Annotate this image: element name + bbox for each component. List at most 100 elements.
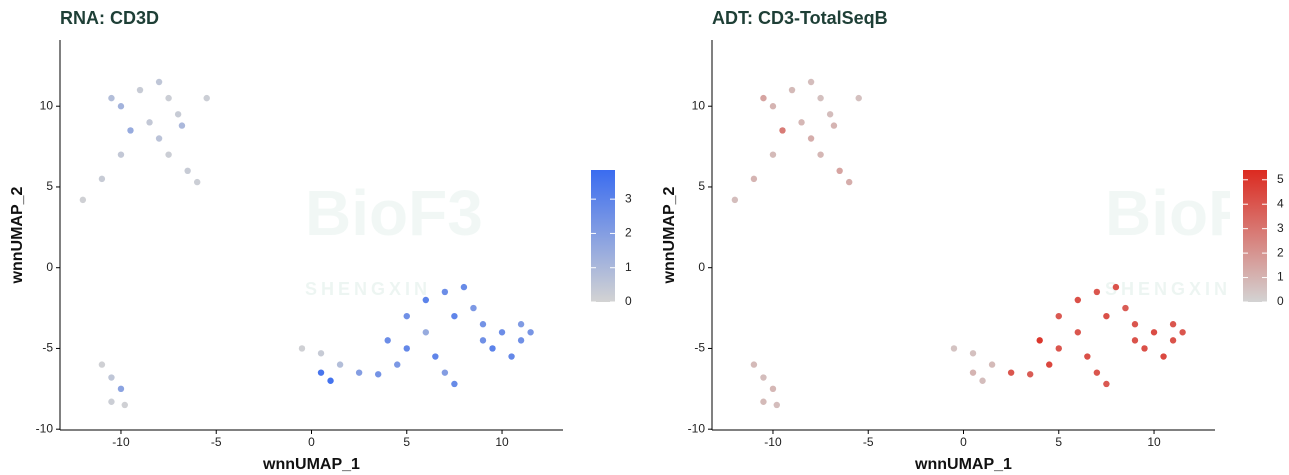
cell-point: [479, 337, 487, 344]
colorbar: [1243, 170, 1267, 302]
x-tick-label: 5: [1055, 435, 1062, 449]
cell-point: [127, 127, 134, 134]
cell-point: [769, 385, 777, 393]
cell-point: [178, 122, 186, 129]
cell-point: [394, 361, 401, 368]
cell-point: [1150, 329, 1158, 336]
x-axis-label: wnnUMAP_1: [914, 456, 1012, 473]
cell-point: [750, 361, 758, 368]
cell-point: [769, 151, 777, 158]
cell-point: [969, 350, 977, 357]
cell-point: [807, 135, 815, 142]
cell-point: [950, 345, 958, 352]
cell-point: [1093, 369, 1101, 376]
y-tick-label: 5: [698, 179, 705, 193]
cell-point: [193, 178, 201, 186]
cell-point: [988, 361, 996, 368]
cell-point: [403, 312, 410, 320]
y-axis-label: wnnUMAP_2: [661, 186, 678, 284]
y-axis-label: wnnUMAP_2: [9, 186, 26, 284]
cell-point: [1112, 283, 1120, 291]
cell-point: [136, 86, 144, 94]
x-tick-label: 0: [960, 435, 967, 449]
cell-point: [969, 369, 977, 376]
cell-point: [165, 94, 172, 102]
watermark-subtext: SHENGXIN: [1105, 279, 1231, 299]
cell-point: [451, 380, 458, 388]
cell-point: [508, 353, 515, 360]
cell-point: [489, 345, 496, 352]
cell-point: [760, 374, 767, 381]
cell-point: [298, 345, 306, 352]
cell-point: [1036, 337, 1043, 344]
cell-point: [479, 321, 487, 328]
cell-point: [155, 78, 163, 86]
watermark: BioF3 SHENGXIN: [305, 177, 483, 299]
x-tick-label: 10: [495, 435, 509, 449]
cell-point: [422, 329, 430, 336]
colorbar-tick-label: 2: [1277, 245, 1284, 259]
cell-point: [422, 296, 430, 304]
cell-point: [470, 304, 477, 312]
cell-point: [1074, 329, 1082, 336]
cell-point: [1103, 312, 1110, 320]
x-tick-label: 5: [403, 435, 410, 449]
cell-point: [108, 94, 115, 102]
cell-point: [1046, 361, 1053, 368]
cell-point: [979, 377, 986, 384]
cell-point: [403, 345, 410, 352]
x-tick-label: -10: [764, 435, 782, 449]
cell-point: [108, 398, 115, 405]
cell-point: [146, 119, 153, 126]
cell-point: [527, 329, 534, 336]
cell-point: [184, 167, 191, 175]
cell-point: [807, 78, 815, 86]
colorbar-tick-label: 1: [1277, 270, 1284, 284]
cell-point: [98, 175, 106, 183]
x-axis-label: wnnUMAP_1: [262, 456, 360, 473]
y-tick-label: -10: [36, 421, 54, 435]
cell-point: [760, 398, 767, 405]
watermark-text: BioF3: [1105, 177, 1283, 249]
cell-point: [845, 178, 853, 186]
cell-point: [1084, 353, 1091, 360]
cell-point: [817, 151, 824, 158]
cell-point: [830, 122, 838, 129]
colorbar-tick-label: 0: [1277, 294, 1284, 308]
colorbar-tick-label: 3: [625, 191, 632, 205]
watermark-subtext: SHENGXIN: [305, 279, 431, 299]
cell-point: [117, 151, 125, 158]
watermark: BioF3 SHENGXIN: [1105, 177, 1283, 299]
x-tick-label: 10: [1147, 435, 1161, 449]
cell-point: [769, 103, 777, 110]
cell-point: [1055, 312, 1062, 320]
cell-point: [451, 312, 458, 320]
cell-point: [731, 196, 739, 204]
cell-point: [203, 94, 210, 102]
colorbar-tick-label: 2: [625, 226, 632, 240]
cell-point: [384, 337, 391, 344]
cell-point: [460, 283, 468, 291]
cell-point: [826, 111, 834, 118]
colorbar: [591, 170, 615, 302]
cell-point: [798, 119, 805, 126]
cell-point: [1026, 371, 1034, 378]
cell-point: [855, 94, 862, 102]
cell-point: [1074, 296, 1082, 304]
cell-point: [327, 377, 334, 384]
cell-point: [750, 175, 758, 183]
cell-point: [1169, 337, 1177, 344]
cell-point: [98, 361, 106, 368]
y-tick-label: -10: [688, 421, 706, 435]
cell-point: [773, 401, 780, 409]
cell-point: [317, 369, 325, 376]
colorbar-tick-label: 4: [1277, 196, 1284, 210]
cell-point: [117, 103, 125, 110]
x-tick-label: 0: [308, 435, 315, 449]
chart-title: RNA: CD3D: [60, 8, 159, 28]
cell-point: [121, 401, 128, 409]
cell-point: [1007, 369, 1015, 376]
